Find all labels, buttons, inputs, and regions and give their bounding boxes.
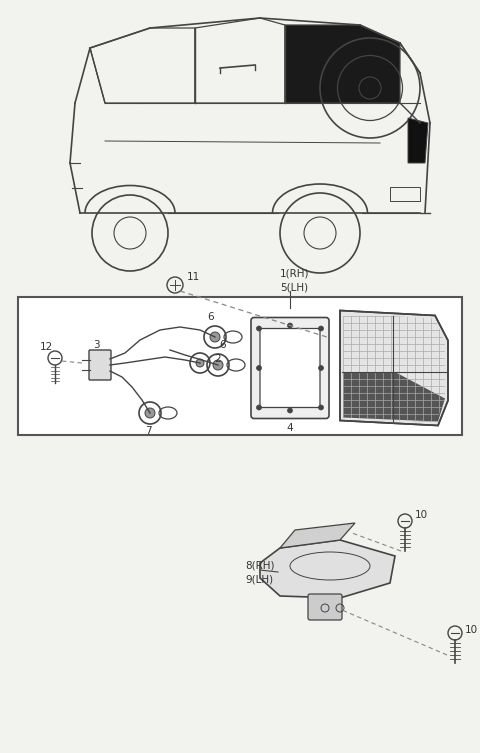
Circle shape [196, 359, 204, 367]
FancyBboxPatch shape [89, 350, 111, 380]
Text: 6: 6 [208, 312, 214, 322]
Text: 1(RH): 1(RH) [280, 268, 310, 278]
Text: 3: 3 [93, 340, 99, 350]
Text: 8(RH): 8(RH) [245, 560, 275, 570]
Polygon shape [340, 310, 448, 425]
Polygon shape [408, 118, 428, 163]
Polygon shape [343, 372, 445, 422]
Text: 10: 10 [465, 625, 478, 635]
Text: 12: 12 [40, 342, 53, 352]
Circle shape [256, 405, 262, 410]
Text: 5(LH): 5(LH) [280, 282, 308, 292]
Text: 11: 11 [187, 272, 200, 282]
FancyBboxPatch shape [18, 297, 462, 435]
Circle shape [319, 365, 324, 370]
Circle shape [288, 323, 292, 328]
Circle shape [145, 408, 155, 418]
Circle shape [256, 326, 262, 331]
FancyBboxPatch shape [260, 328, 320, 407]
Text: 9(LH): 9(LH) [245, 574, 273, 584]
Circle shape [210, 332, 220, 342]
Text: 6: 6 [220, 340, 226, 350]
Circle shape [319, 405, 324, 410]
Circle shape [319, 326, 324, 331]
Polygon shape [260, 540, 395, 598]
Text: 2: 2 [214, 354, 221, 364]
Circle shape [288, 408, 292, 413]
Polygon shape [285, 25, 400, 103]
FancyBboxPatch shape [308, 594, 342, 620]
Text: 4: 4 [287, 422, 293, 432]
FancyBboxPatch shape [251, 318, 329, 419]
Text: 7: 7 [144, 426, 151, 436]
Text: 10: 10 [415, 510, 428, 520]
Circle shape [256, 365, 262, 370]
Circle shape [213, 360, 223, 370]
Polygon shape [280, 523, 355, 548]
